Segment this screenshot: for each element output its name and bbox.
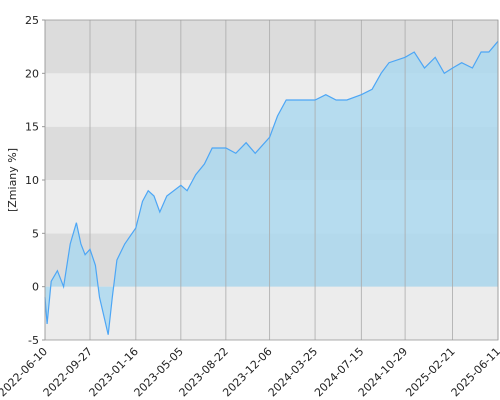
line (44, 40, 499, 335)
background-band (45, 286, 498, 340)
y-tick-label: 5 (32, 227, 39, 240)
y-tick-label: 0 (32, 281, 39, 294)
y-tick-label: 15 (25, 121, 39, 134)
area (45, 41, 498, 335)
y-tick-label: 20 (25, 67, 39, 80)
y-tick-label: 10 (25, 174, 39, 187)
y-tick-label: 25 (25, 14, 39, 27)
y-axis-label: [Zmiany %] (6, 148, 19, 212)
y-tick-label: -5 (28, 334, 39, 347)
